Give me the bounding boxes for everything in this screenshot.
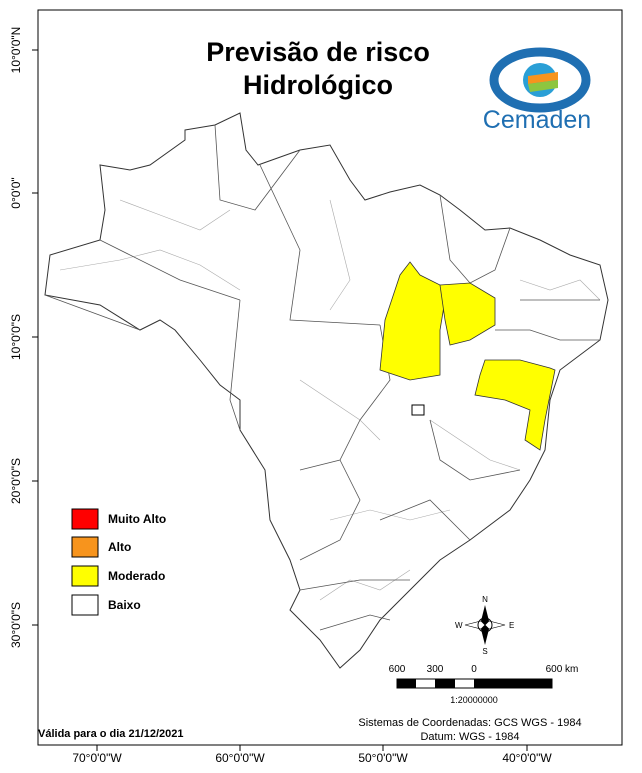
- lat-label: 0°0'0": [9, 177, 23, 208]
- region-moderate: [474, 359, 556, 451]
- title-line: Hidrológico: [243, 70, 393, 100]
- legend-label: Baixo: [108, 598, 141, 612]
- lat-label: 10°0'0"S: [9, 314, 23, 360]
- scale-label: 600: [389, 664, 406, 675]
- legend-swatch: [71, 508, 99, 530]
- scale-label: 300: [427, 664, 444, 675]
- lat-label: 30°0'0"S: [9, 602, 23, 648]
- compass-n: N: [482, 595, 488, 604]
- left-axis: 10°0'0"N 0°0'0" 10°0'0"S 20°0'0"S 30°0'0…: [9, 27, 23, 648]
- lon-label: 40°0'0"W: [502, 751, 552, 765]
- legend-label: Muito Alto: [108, 512, 166, 526]
- legend-label: Alto: [108, 540, 131, 554]
- region-moderate: [379, 261, 446, 381]
- title-line: Previsão de risco: [206, 37, 430, 67]
- moderate-regions: [379, 261, 556, 451]
- compass-w: W: [455, 621, 463, 630]
- lon-label: 70°0'0"W: [72, 751, 122, 765]
- compass-e: E: [509, 621, 514, 630]
- title: Previsão de risco Hidrológico: [206, 37, 430, 100]
- logo-text: Cemaden: [483, 106, 591, 134]
- footer: Válida para o dia 21/12/2021 Sistemas de…: [38, 717, 582, 743]
- lat-label: 10°0'0"N: [9, 27, 23, 74]
- coord-system: Sistemas de Coordenadas: GCS WGS - 1984: [358, 717, 581, 729]
- logo: Cemaden: [483, 47, 591, 134]
- ticks: [32, 49, 528, 751]
- lon-label: 60°0'0"W: [215, 751, 265, 765]
- country-shape: [44, 112, 609, 669]
- scale-label: 600 km: [546, 664, 579, 675]
- legend-label: Moderado: [108, 569, 165, 583]
- lat-label: 20°0'0"S: [9, 458, 23, 504]
- legend-swatch: [71, 565, 99, 587]
- datum: Datum: WGS - 1984: [420, 731, 519, 743]
- region-moderate: [439, 282, 496, 346]
- municipal-lines: [59, 199, 601, 601]
- compass: N S E W: [455, 595, 514, 656]
- brazil-map: [44, 112, 609, 669]
- bottom-axis: 70°0'0"W 60°0'0"W 50°0'0"W 40°0'0"W: [72, 751, 552, 765]
- scale-label: 0: [471, 664, 477, 675]
- legend: Muito Alto Alto Moderado Baixo: [71, 508, 166, 616]
- scale-ratio: 1:20000000: [450, 695, 498, 705]
- scale-bar: 600 300 0 600 km 1:20000000: [389, 664, 579, 705]
- validity-date: Válida para o dia 21/12/2021: [38, 728, 184, 740]
- lon-label: 50°0'0"W: [358, 751, 408, 765]
- legend-swatch: [71, 536, 99, 558]
- legend-swatch: [71, 594, 99, 616]
- compass-s: S: [482, 647, 487, 656]
- federal-district: [411, 404, 425, 416]
